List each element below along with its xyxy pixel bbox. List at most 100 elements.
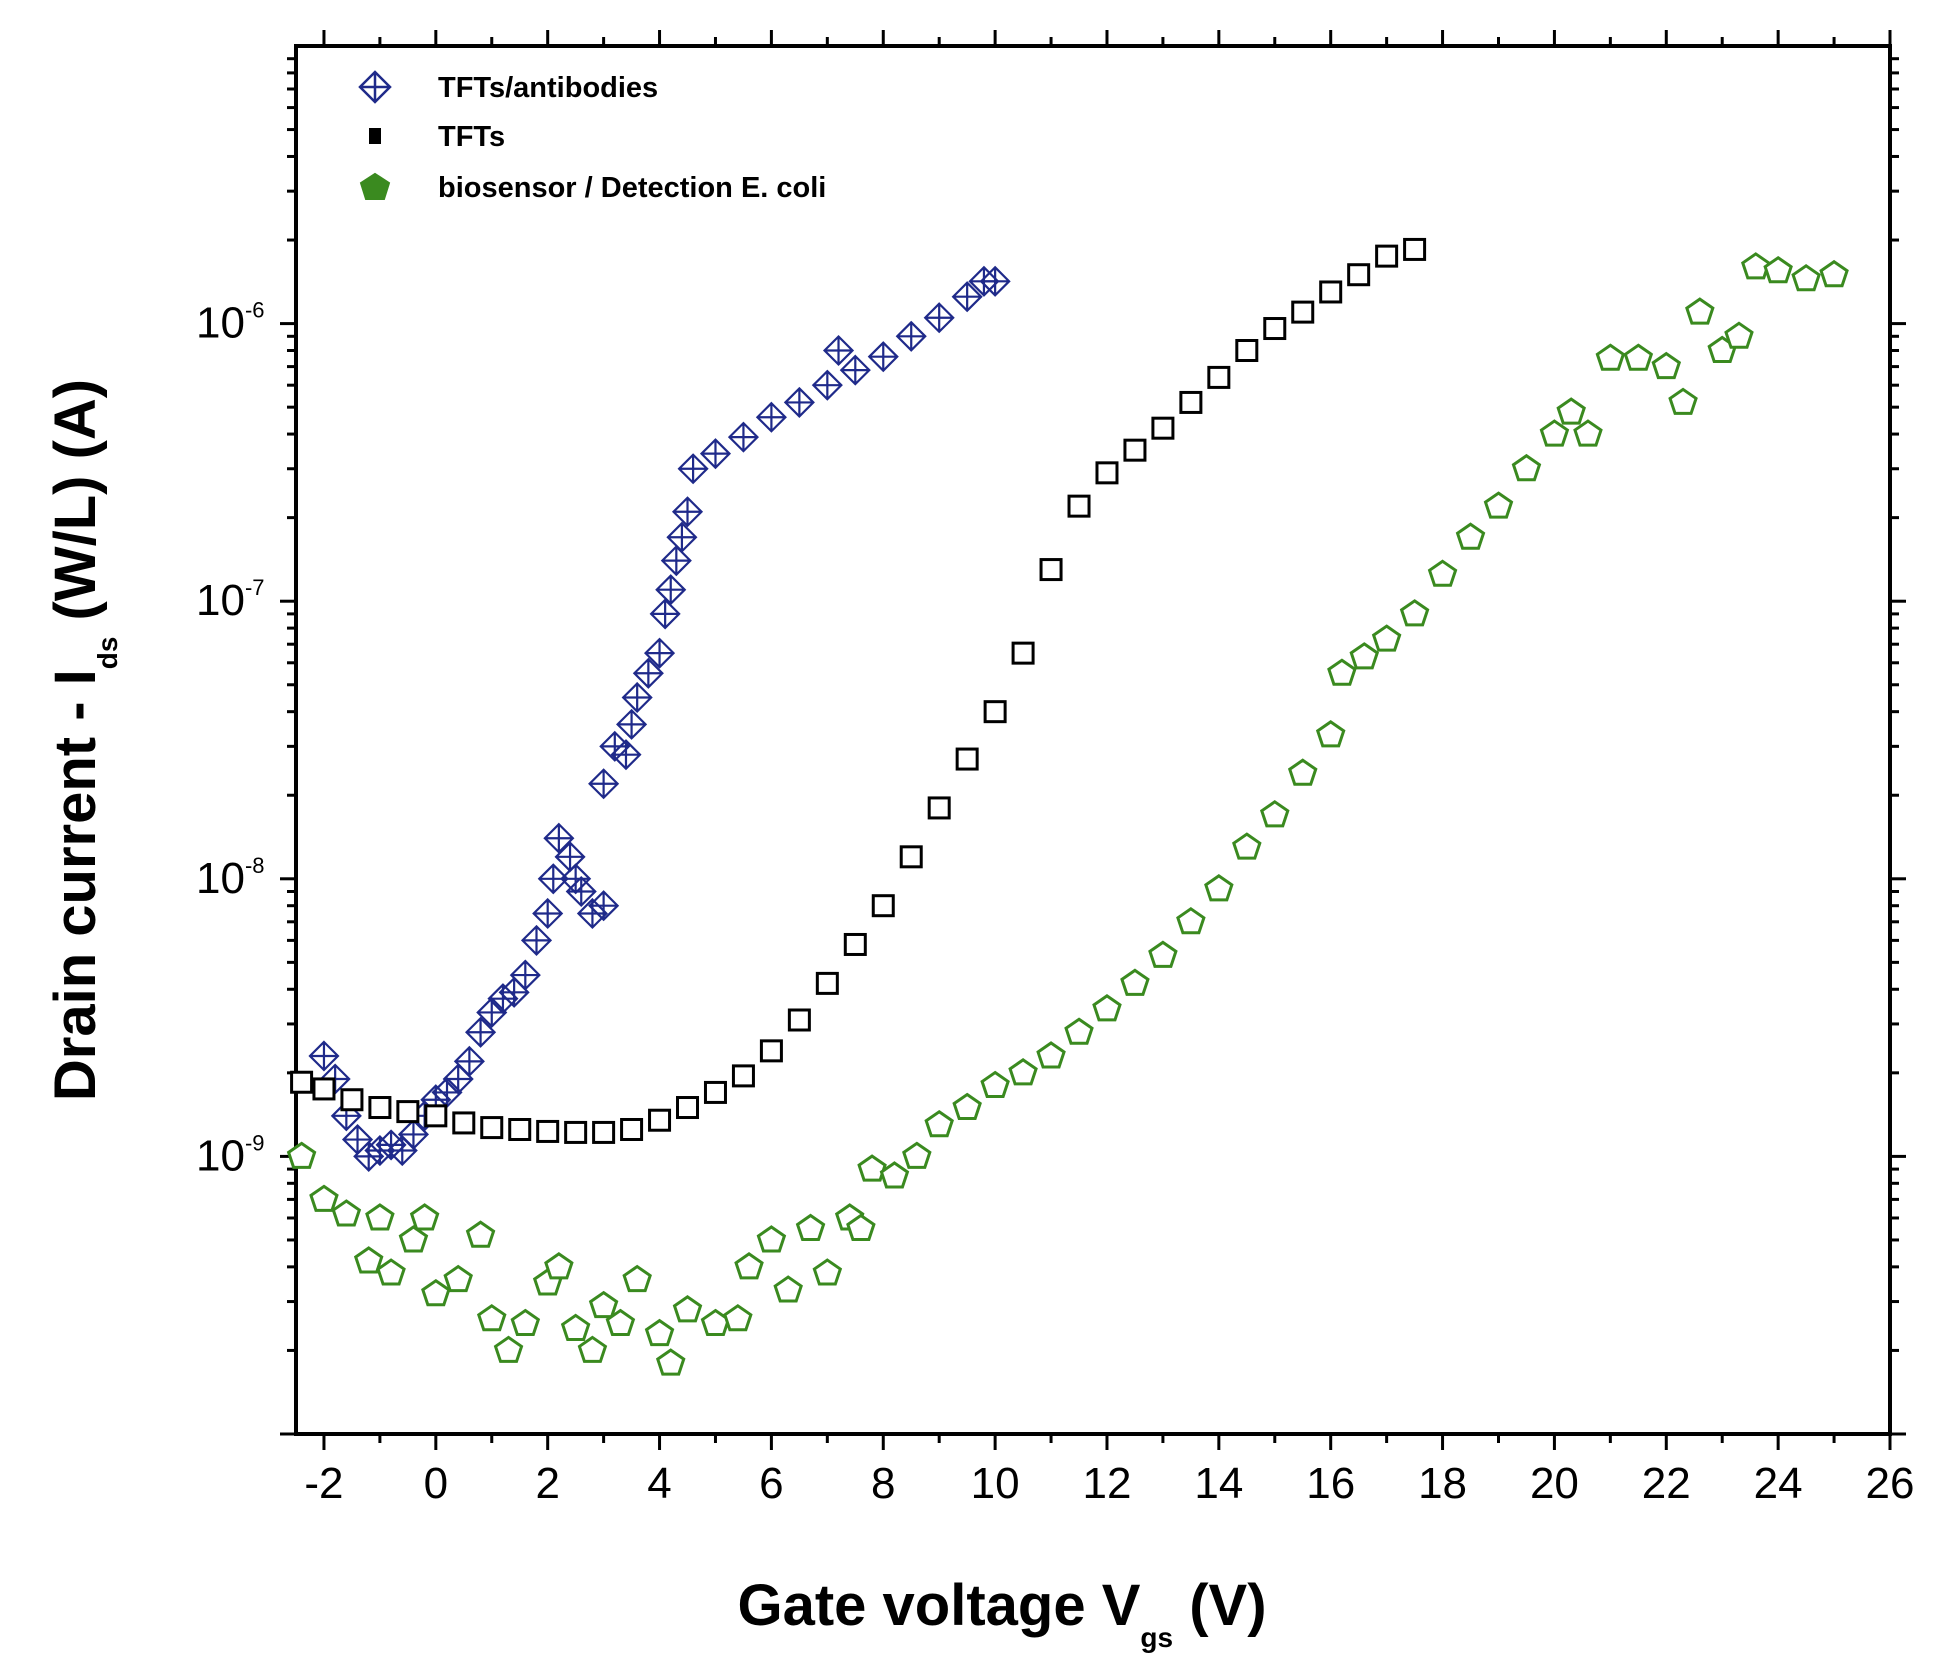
x-tick-label: 8: [871, 1459, 895, 1508]
biosensor-point: [1399, 599, 1430, 627]
biosensor-point: [544, 1252, 574, 1280]
tfts-antibodies-point: [632, 657, 664, 689]
biosensor-point: [398, 1225, 429, 1253]
biosensor-point: [577, 1335, 608, 1363]
tfts-point: [396, 1100, 420, 1124]
axis-ticks: [280, 30, 1906, 1450]
tfts-point: [1319, 280, 1343, 304]
biosensor-point: [376, 1258, 406, 1286]
tfts-point: [731, 1064, 755, 1088]
tfts-point: [1095, 461, 1119, 485]
biosensor-point: [952, 1092, 982, 1121]
biosensor-point: [857, 1154, 887, 1182]
x-axis-title-unit: (V): [1173, 1573, 1266, 1638]
x-tick-label: 16: [1306, 1459, 1355, 1508]
biosensor-point: [1651, 351, 1682, 380]
tfts-antibodies-point: [476, 996, 508, 1029]
x-tick-label: 2: [535, 1459, 559, 1508]
tfts-point: [340, 1088, 364, 1112]
tfts-point: [424, 1104, 448, 1128]
biosensor-point: [1483, 491, 1514, 519]
biosensor-point: [1259, 800, 1290, 828]
tfts-antibodies-point: [839, 354, 871, 386]
biosensor-point: [1427, 559, 1458, 587]
tfts-point: [676, 1096, 700, 1120]
tfts-antibodies-point: [520, 924, 553, 956]
biosensor-point: [465, 1220, 496, 1248]
biosensor-point: [1724, 321, 1754, 349]
x-tick-label: 24: [1754, 1459, 1803, 1508]
x-axis-title: Gate voltage Vgs (V): [737, 1573, 1266, 1653]
tfts-point: [703, 1080, 727, 1104]
biosensor-point: [493, 1335, 524, 1363]
biosensor-point: [1008, 1058, 1038, 1086]
biosensor-point: [421, 1278, 451, 1307]
legend-marker-tfts-antibodies: [358, 70, 392, 104]
biosensor-point: [1232, 832, 1262, 860]
biosensor-point: [1763, 255, 1793, 284]
tfts-point: [312, 1077, 336, 1101]
biosensor-point: [1740, 252, 1771, 280]
y-tick-label-exp: -6: [245, 298, 265, 323]
tfts-antibodies-point: [811, 369, 843, 401]
biosensor-point: [756, 1225, 787, 1253]
biosensor-point: [1539, 419, 1570, 447]
biosensor-point: [560, 1313, 591, 1341]
biosensor-point: [1556, 397, 1586, 425]
tfts-antibodies-point: [588, 768, 620, 800]
tfts-antibodies-point: [532, 897, 564, 930]
biosensor-point: [1623, 343, 1654, 371]
tfts-antibodies-point: [610, 739, 642, 771]
tfts-antibodies-point: [755, 401, 787, 433]
x-axis-title-main: Gate voltage V: [737, 1573, 1140, 1638]
biosensor-point: [605, 1308, 636, 1337]
tfts-point: [1011, 641, 1035, 665]
biosensor-point: [795, 1213, 826, 1241]
tfts-point: [1207, 365, 1231, 389]
tfts-antibodies-point: [498, 976, 530, 1008]
biosensor-point: [1668, 387, 1698, 415]
biosensor-point: [1315, 720, 1346, 748]
tfts-antibodies-point: [649, 598, 681, 630]
tfts-point: [508, 1117, 532, 1141]
y-tick-label: 10-9: [196, 1130, 265, 1180]
tfts-antibodies-point: [621, 681, 653, 714]
biosensor-point: [1204, 874, 1234, 902]
tfts-point: [899, 845, 923, 869]
biosensor-point: [1371, 624, 1402, 652]
tfts-antibodies-point: [560, 863, 592, 895]
y-tick-label: 10-6: [196, 298, 265, 348]
biosensor-point: [723, 1303, 753, 1332]
biosensor-point: [879, 1161, 910, 1189]
biosensor-point: [1349, 642, 1380, 670]
tfts-antibodies-point: [660, 545, 692, 577]
tfts-antibodies-point: [509, 959, 541, 991]
biosensor-point: [1287, 758, 1318, 786]
biosensor-point: [1791, 263, 1821, 292]
x-tick-label: 12: [1083, 1459, 1132, 1508]
tfts-point: [480, 1116, 504, 1140]
tfts-antibodies-point: [386, 1134, 418, 1167]
tfts-point: [1235, 339, 1259, 363]
x-tick-label: 20: [1530, 1459, 1579, 1508]
y-tick-label-exp: -8: [245, 853, 265, 878]
y-tick-label-base: 10: [196, 854, 245, 903]
biosensor-point: [1120, 968, 1150, 996]
legend-marker-biosensor: [359, 172, 391, 200]
tfts-point: [1151, 416, 1175, 440]
plot-frame: [294, 44, 1892, 1436]
biosensor-point: [1573, 419, 1603, 447]
tfts-point: [1403, 237, 1427, 261]
tfts-point: [955, 747, 979, 771]
x-tick-label: 6: [759, 1459, 783, 1508]
biosensor-point: [309, 1184, 339, 1212]
tfts-point: [648, 1108, 672, 1132]
x-tick-labels: -2 0 2 4 6 8 10 12 14 16 18 20 22 24 26: [304, 1459, 1914, 1508]
biosensor-point: [644, 1318, 675, 1347]
tfts-antibodies-point: [616, 708, 648, 740]
tfts-point: [452, 1111, 476, 1135]
tfts-point: [759, 1039, 783, 1063]
legend: TFTs/antibodies TFTs biosensor / Detecti…: [358, 70, 826, 204]
tfts-antibodies-point: [543, 822, 575, 854]
tfts-antibodies-point: [588, 890, 620, 922]
